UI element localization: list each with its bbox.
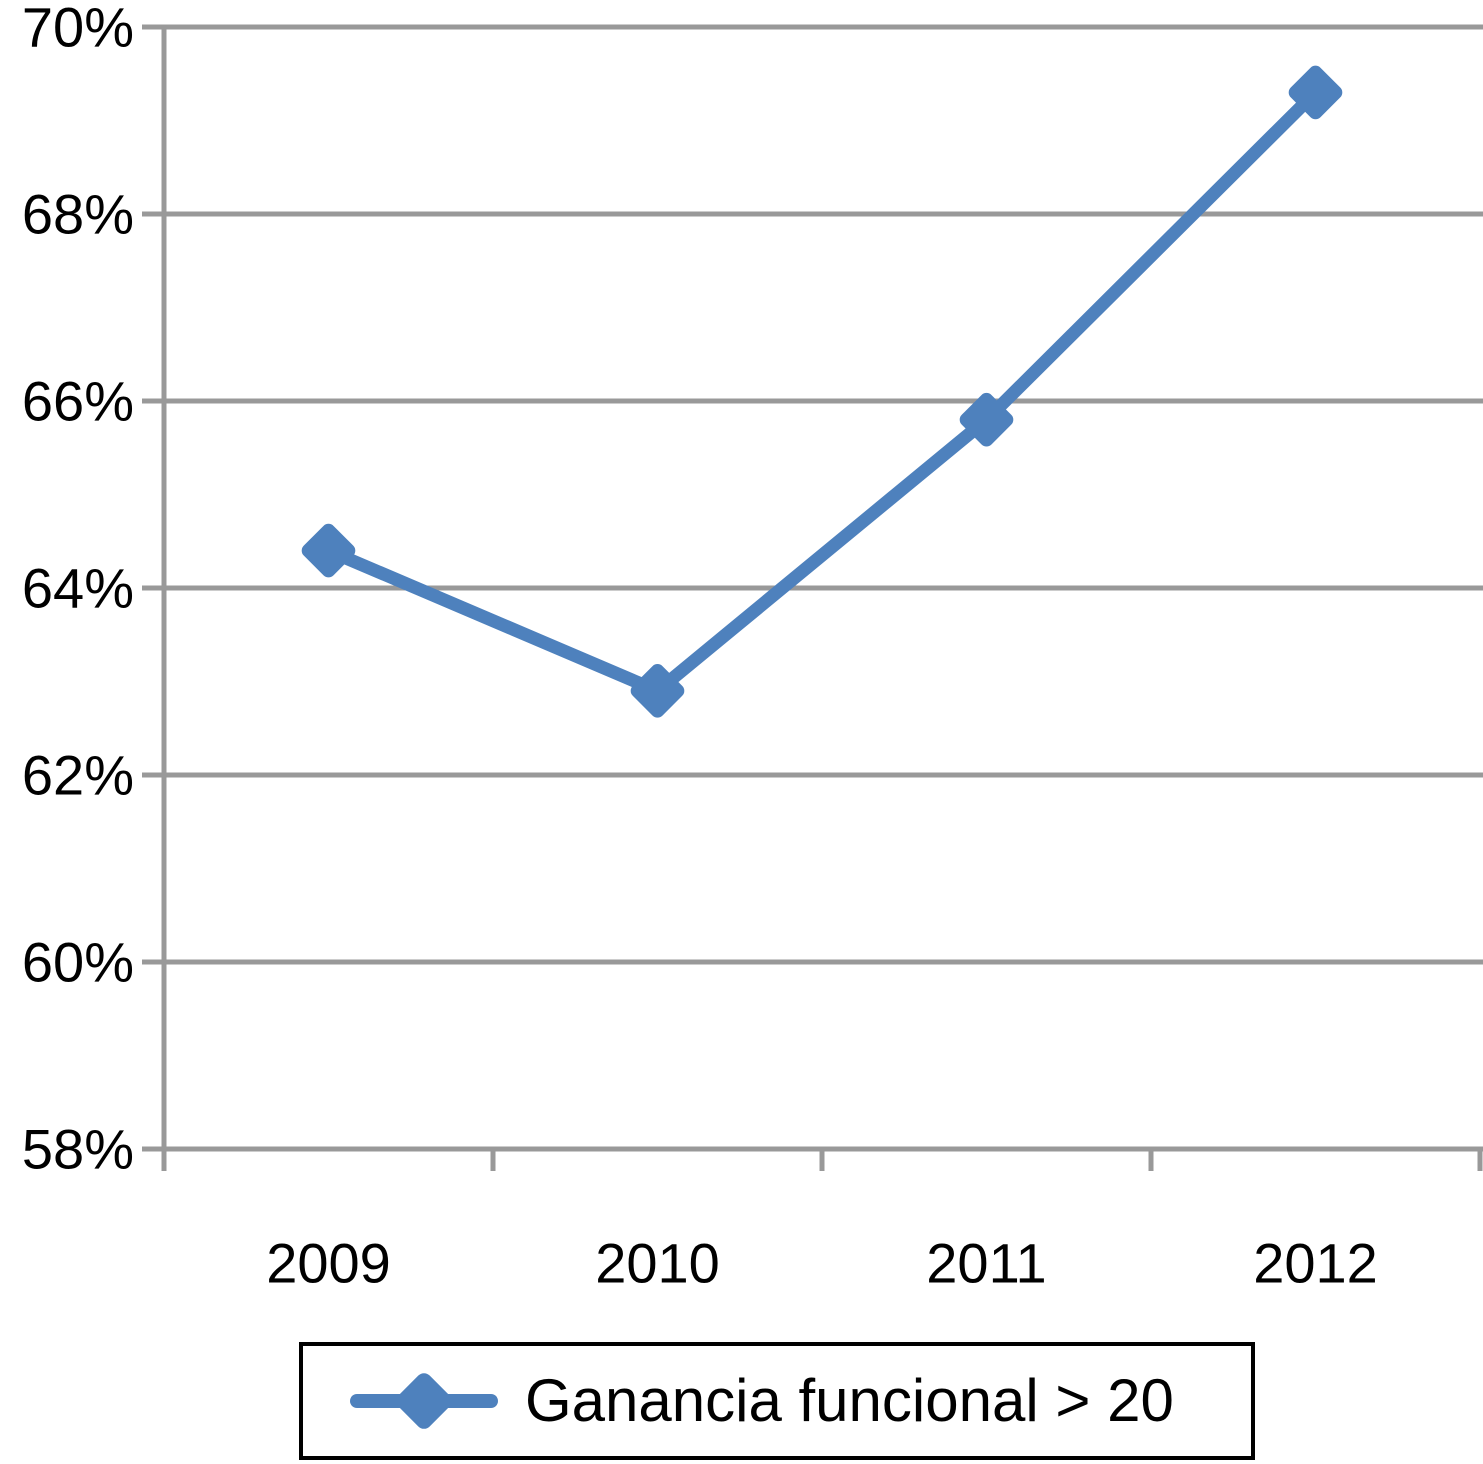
y-tick-label: 68% [22, 183, 134, 246]
data-point-marker [959, 392, 1014, 447]
x-tick-label: 2009 [266, 1232, 391, 1295]
data-point-marker [301, 523, 356, 578]
y-tick-label: 62% [22, 744, 134, 807]
y-tick-label: 64% [22, 557, 134, 620]
data-point-marker [1288, 65, 1343, 120]
x-tick-label: 2012 [1253, 1232, 1378, 1295]
series-line [322, 85, 1322, 698]
legend-label: Ganancia funcional > 20 [525, 1367, 1174, 1434]
data-point-marker [630, 664, 685, 718]
x-tick-label: 2010 [595, 1232, 720, 1295]
x-tick-label: 2011 [926, 1232, 1046, 1295]
y-tick-label: 66% [22, 370, 134, 433]
legend-box: Ganancia funcional > 20 [299, 1342, 1255, 1460]
y-tick-label: 70% [22, 0, 134, 59]
y-tick-label: 60% [22, 931, 134, 994]
y-tick-label: 58% [22, 1118, 134, 1181]
legend-marker-diamond [396, 1373, 452, 1429]
legend-line-marker-icon [350, 1373, 498, 1429]
